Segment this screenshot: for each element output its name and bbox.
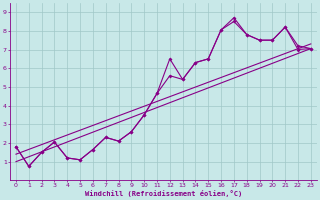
X-axis label: Windchill (Refroidissement éolien,°C): Windchill (Refroidissement éolien,°C) (85, 190, 242, 197)
